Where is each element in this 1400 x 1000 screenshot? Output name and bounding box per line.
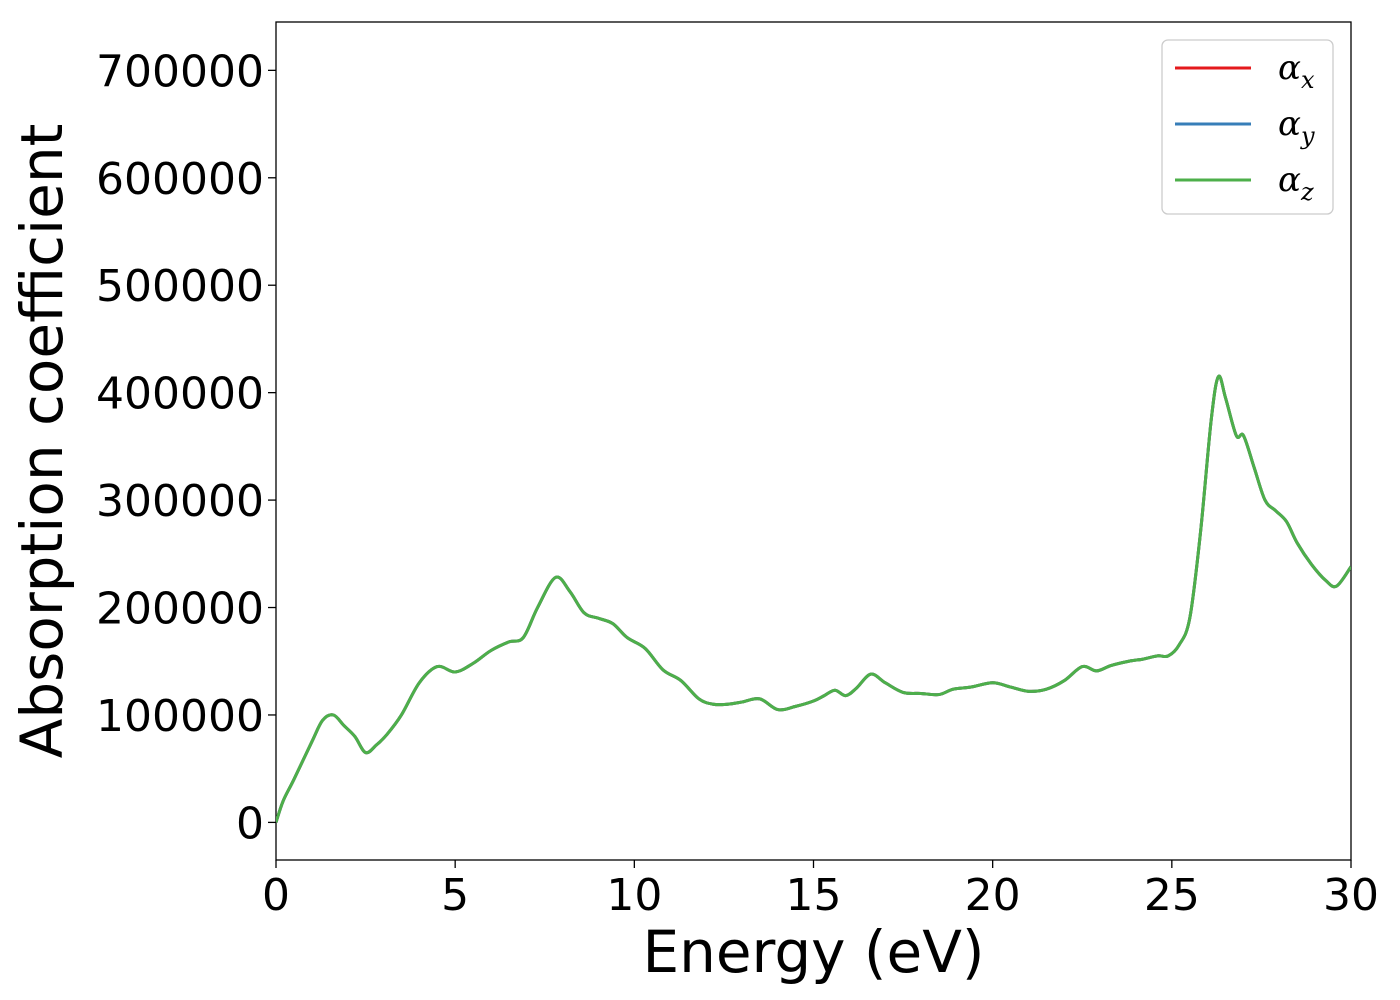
- legend-box: [1161, 39, 1334, 215]
- legend-label-alpha-x: αx: [1278, 48, 1315, 94]
- y-tick-label: 200000: [96, 584, 264, 635]
- legend-label-subscript: z: [1300, 178, 1314, 206]
- x-tick-label: 10: [606, 870, 662, 921]
- x-axis-label: Energy (eV): [642, 918, 984, 986]
- x-tick-label: 25: [1144, 870, 1200, 921]
- y-tick-label: 100000: [96, 691, 264, 742]
- y-tick-label: 600000: [96, 154, 264, 205]
- y-tick-label: 0: [236, 798, 264, 849]
- legend-label-subscript: x: [1301, 66, 1315, 94]
- legend-label-alpha-y: αy: [1278, 104, 1315, 150]
- x-tick-label: 0: [262, 870, 290, 921]
- series-line-alpha-x: [276, 374, 1351, 823]
- series-line-alpha-y: [276, 374, 1351, 823]
- series-layer: [276, 374, 1351, 823]
- x-tick-label: 15: [786, 870, 842, 921]
- x-tick-label: 20: [965, 870, 1021, 921]
- legend-label-symbol: α: [1278, 160, 1301, 200]
- x-tick-label: 30: [1323, 870, 1379, 921]
- y-axis-label: Absorption coefficient: [8, 124, 76, 759]
- series-line-alpha-z: [276, 374, 1351, 823]
- x-tick-label: 5: [441, 870, 469, 921]
- legend-label-symbol: α: [1278, 48, 1301, 88]
- y-tick-label: 700000: [96, 46, 264, 97]
- legend-label-symbol: α: [1278, 104, 1301, 144]
- y-tick-label: 500000: [96, 261, 264, 312]
- x-axis-ticks: 0 5 10 15 20 25 30: [262, 860, 1379, 921]
- legend-label-alpha-z: αz: [1278, 160, 1314, 206]
- y-tick-label: 300000: [96, 476, 264, 527]
- y-tick-label: 400000: [96, 369, 264, 420]
- y-axis-ticks: 0 100000 200000 300000 400000 500000 600000 700…: [96, 46, 276, 849]
- legend-label-subscript: y: [1300, 122, 1315, 150]
